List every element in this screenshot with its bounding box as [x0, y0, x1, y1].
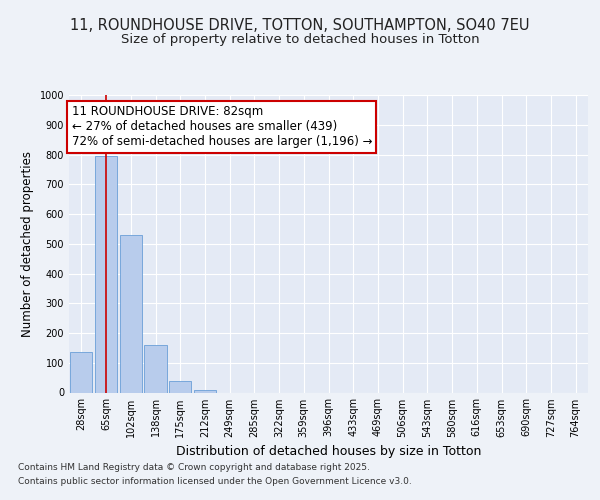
Text: Contains public sector information licensed under the Open Government Licence v3: Contains public sector information licen… [18, 477, 412, 486]
Text: Contains HM Land Registry data © Crown copyright and database right 2025.: Contains HM Land Registry data © Crown c… [18, 464, 370, 472]
Bar [194, 390, 216, 392]
Bar [119, 235, 142, 392]
X-axis label: Distribution of detached houses by size in Totton: Distribution of detached houses by size … [176, 445, 481, 458]
Text: 11 ROUNDHOUSE DRIVE: 82sqm
← 27% of detached houses are smaller (439)
72% of sem: 11 ROUNDHOUSE DRIVE: 82sqm ← 27% of deta… [71, 106, 372, 148]
Bar [169, 380, 191, 392]
Bar [95, 156, 117, 392]
Text: 11, ROUNDHOUSE DRIVE, TOTTON, SOUTHAMPTON, SO40 7EU: 11, ROUNDHOUSE DRIVE, TOTTON, SOUTHAMPTO… [70, 18, 530, 32]
Bar [70, 352, 92, 393]
Bar [145, 345, 167, 393]
Text: Size of property relative to detached houses in Totton: Size of property relative to detached ho… [121, 32, 479, 46]
Y-axis label: Number of detached properties: Number of detached properties [21, 151, 34, 337]
